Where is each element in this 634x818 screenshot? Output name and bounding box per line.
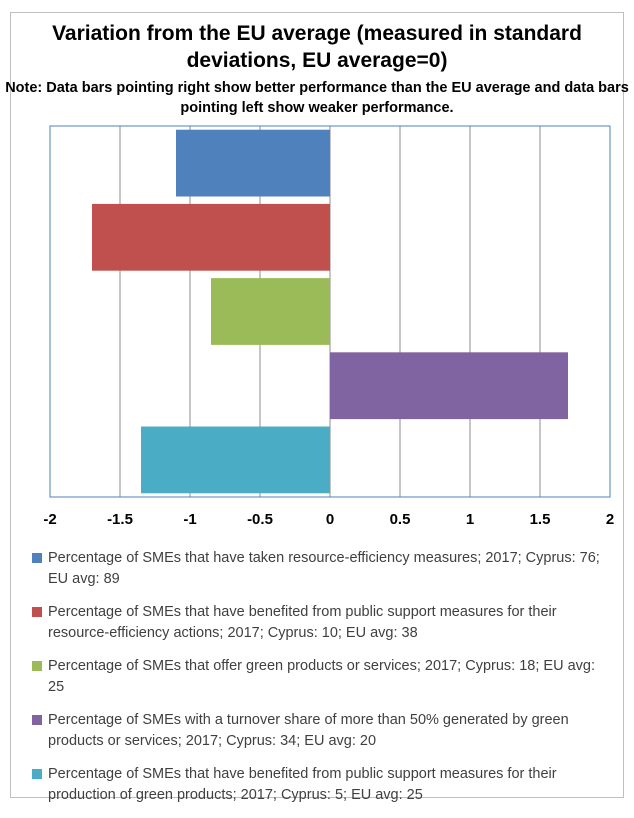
legend-item: Percentage of SMEs that offer green prod… (32, 656, 612, 710)
legend-label: Percentage of SMEs that have benefited f… (48, 604, 557, 641)
x-tick-label: 0 (326, 511, 334, 528)
x-tick-label: 1.5 (530, 511, 551, 528)
x-tick-label: -2 (43, 511, 56, 528)
bar-chart: -2 -1.5 -1 -0.5 0 0.5 1 1.5 2 (43, 125, 614, 528)
chart-title: Variation from the EU average (measured … (52, 22, 582, 72)
legend-item: Percentage of SMEs that have benefited f… (32, 764, 612, 818)
x-tick-label: 0.5 (390, 511, 411, 528)
bar (176, 129, 330, 197)
bar (211, 278, 330, 345)
bar (141, 426, 330, 494)
plot-area (49, 125, 611, 498)
legend-item: Percentage of SMEs with a turnover share… (32, 710, 612, 764)
legend-swatch (32, 661, 42, 671)
x-tick-label: -0.5 (247, 511, 273, 528)
legend-label: Percentage of SMEs that have benefited f… (48, 766, 557, 803)
x-tick-label: -1.5 (107, 511, 133, 528)
legend: Percentage of SMEs that have taken resou… (32, 548, 612, 818)
legend-item: Percentage of SMEs that have benefited f… (32, 602, 612, 656)
x-tick-label: 2 (606, 511, 614, 528)
legend-swatch (32, 769, 42, 779)
legend-swatch (32, 553, 42, 563)
legend-item: Percentage of SMEs that have taken resou… (32, 548, 612, 602)
legend-label: Percentage of SMEs that have taken resou… (48, 550, 600, 587)
legend-label: Percentage of SMEs that offer green prod… (48, 658, 595, 695)
bar (92, 203, 330, 271)
legend-swatch (32, 607, 42, 617)
chart-subtitle: Note: Data bars pointing right show bett… (5, 80, 629, 116)
x-tick-label: 1 (466, 511, 474, 528)
legend-label: Percentage of SMEs with a turnover share… (48, 712, 569, 749)
x-tick-label: -1 (183, 511, 196, 528)
legend-swatch (32, 715, 42, 725)
bar (330, 352, 568, 420)
